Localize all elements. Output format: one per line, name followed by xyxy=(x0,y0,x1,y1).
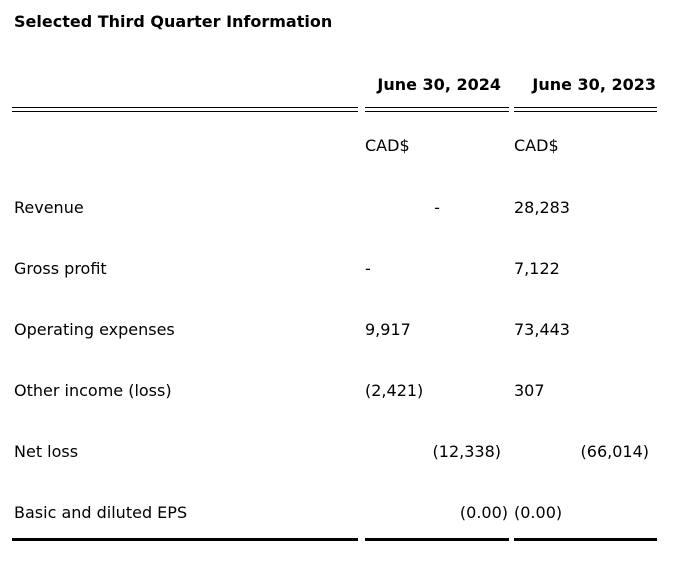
value-2023: 7,122 xyxy=(514,259,560,278)
table-row: Net loss (12,338) (66,014) xyxy=(12,442,657,461)
currency-row: CAD$ CAD$ xyxy=(12,136,657,155)
value-2024: - xyxy=(365,259,371,278)
thick-rule-segment-2024 xyxy=(365,538,509,541)
currency-2023: CAD$ xyxy=(514,136,559,155)
table-row: Other income (loss) (2,421) 307 xyxy=(12,381,657,400)
footer-thick-rule xyxy=(12,538,657,541)
value-2024: - xyxy=(434,198,440,217)
value-2024: (12,338) xyxy=(432,442,501,461)
row-label: Gross profit xyxy=(14,259,107,278)
header-double-rule xyxy=(12,107,657,112)
table-row: Operating expenses 9,917 73,443 xyxy=(12,320,657,339)
table-row: Basic and diluted EPS (0.00) (0.00) xyxy=(12,503,657,522)
value-2023: (0.00) xyxy=(514,503,563,522)
row-label: Basic and diluted EPS xyxy=(14,503,188,522)
row-label: Revenue xyxy=(14,198,84,217)
row-label: Other income (loss) xyxy=(14,381,172,400)
value-2023: 307 xyxy=(514,381,545,400)
table-row: Revenue - 28,283 xyxy=(12,198,657,217)
currency-2024: CAD$ xyxy=(365,136,410,155)
row-label: Operating expenses xyxy=(14,320,175,339)
column-header-2023: June 30, 2023 xyxy=(532,75,656,94)
value-2023: 28,283 xyxy=(514,198,570,217)
value-2024: 9,917 xyxy=(365,320,411,339)
thick-rule-segment-2023 xyxy=(514,538,657,541)
value-2024: (0.00) xyxy=(459,503,508,522)
column-header-2024: June 30, 2024 xyxy=(377,75,501,94)
column-header-row: June 30, 2024 June 30, 2023 xyxy=(12,75,657,94)
thick-rule-segment-label xyxy=(12,538,358,541)
value-2023: (66,014) xyxy=(580,442,649,461)
value-2023: 73,443 xyxy=(514,320,570,339)
double-rule-segment-label xyxy=(12,107,358,112)
value-2024: (2,421) xyxy=(365,381,424,400)
page-title: Selected Third Quarter Information xyxy=(14,12,333,31)
row-label: Net loss xyxy=(14,442,79,461)
double-rule-segment-2023 xyxy=(514,107,657,112)
table-row: Gross profit - 7,122 xyxy=(12,259,657,278)
double-rule-segment-2024 xyxy=(365,107,509,112)
